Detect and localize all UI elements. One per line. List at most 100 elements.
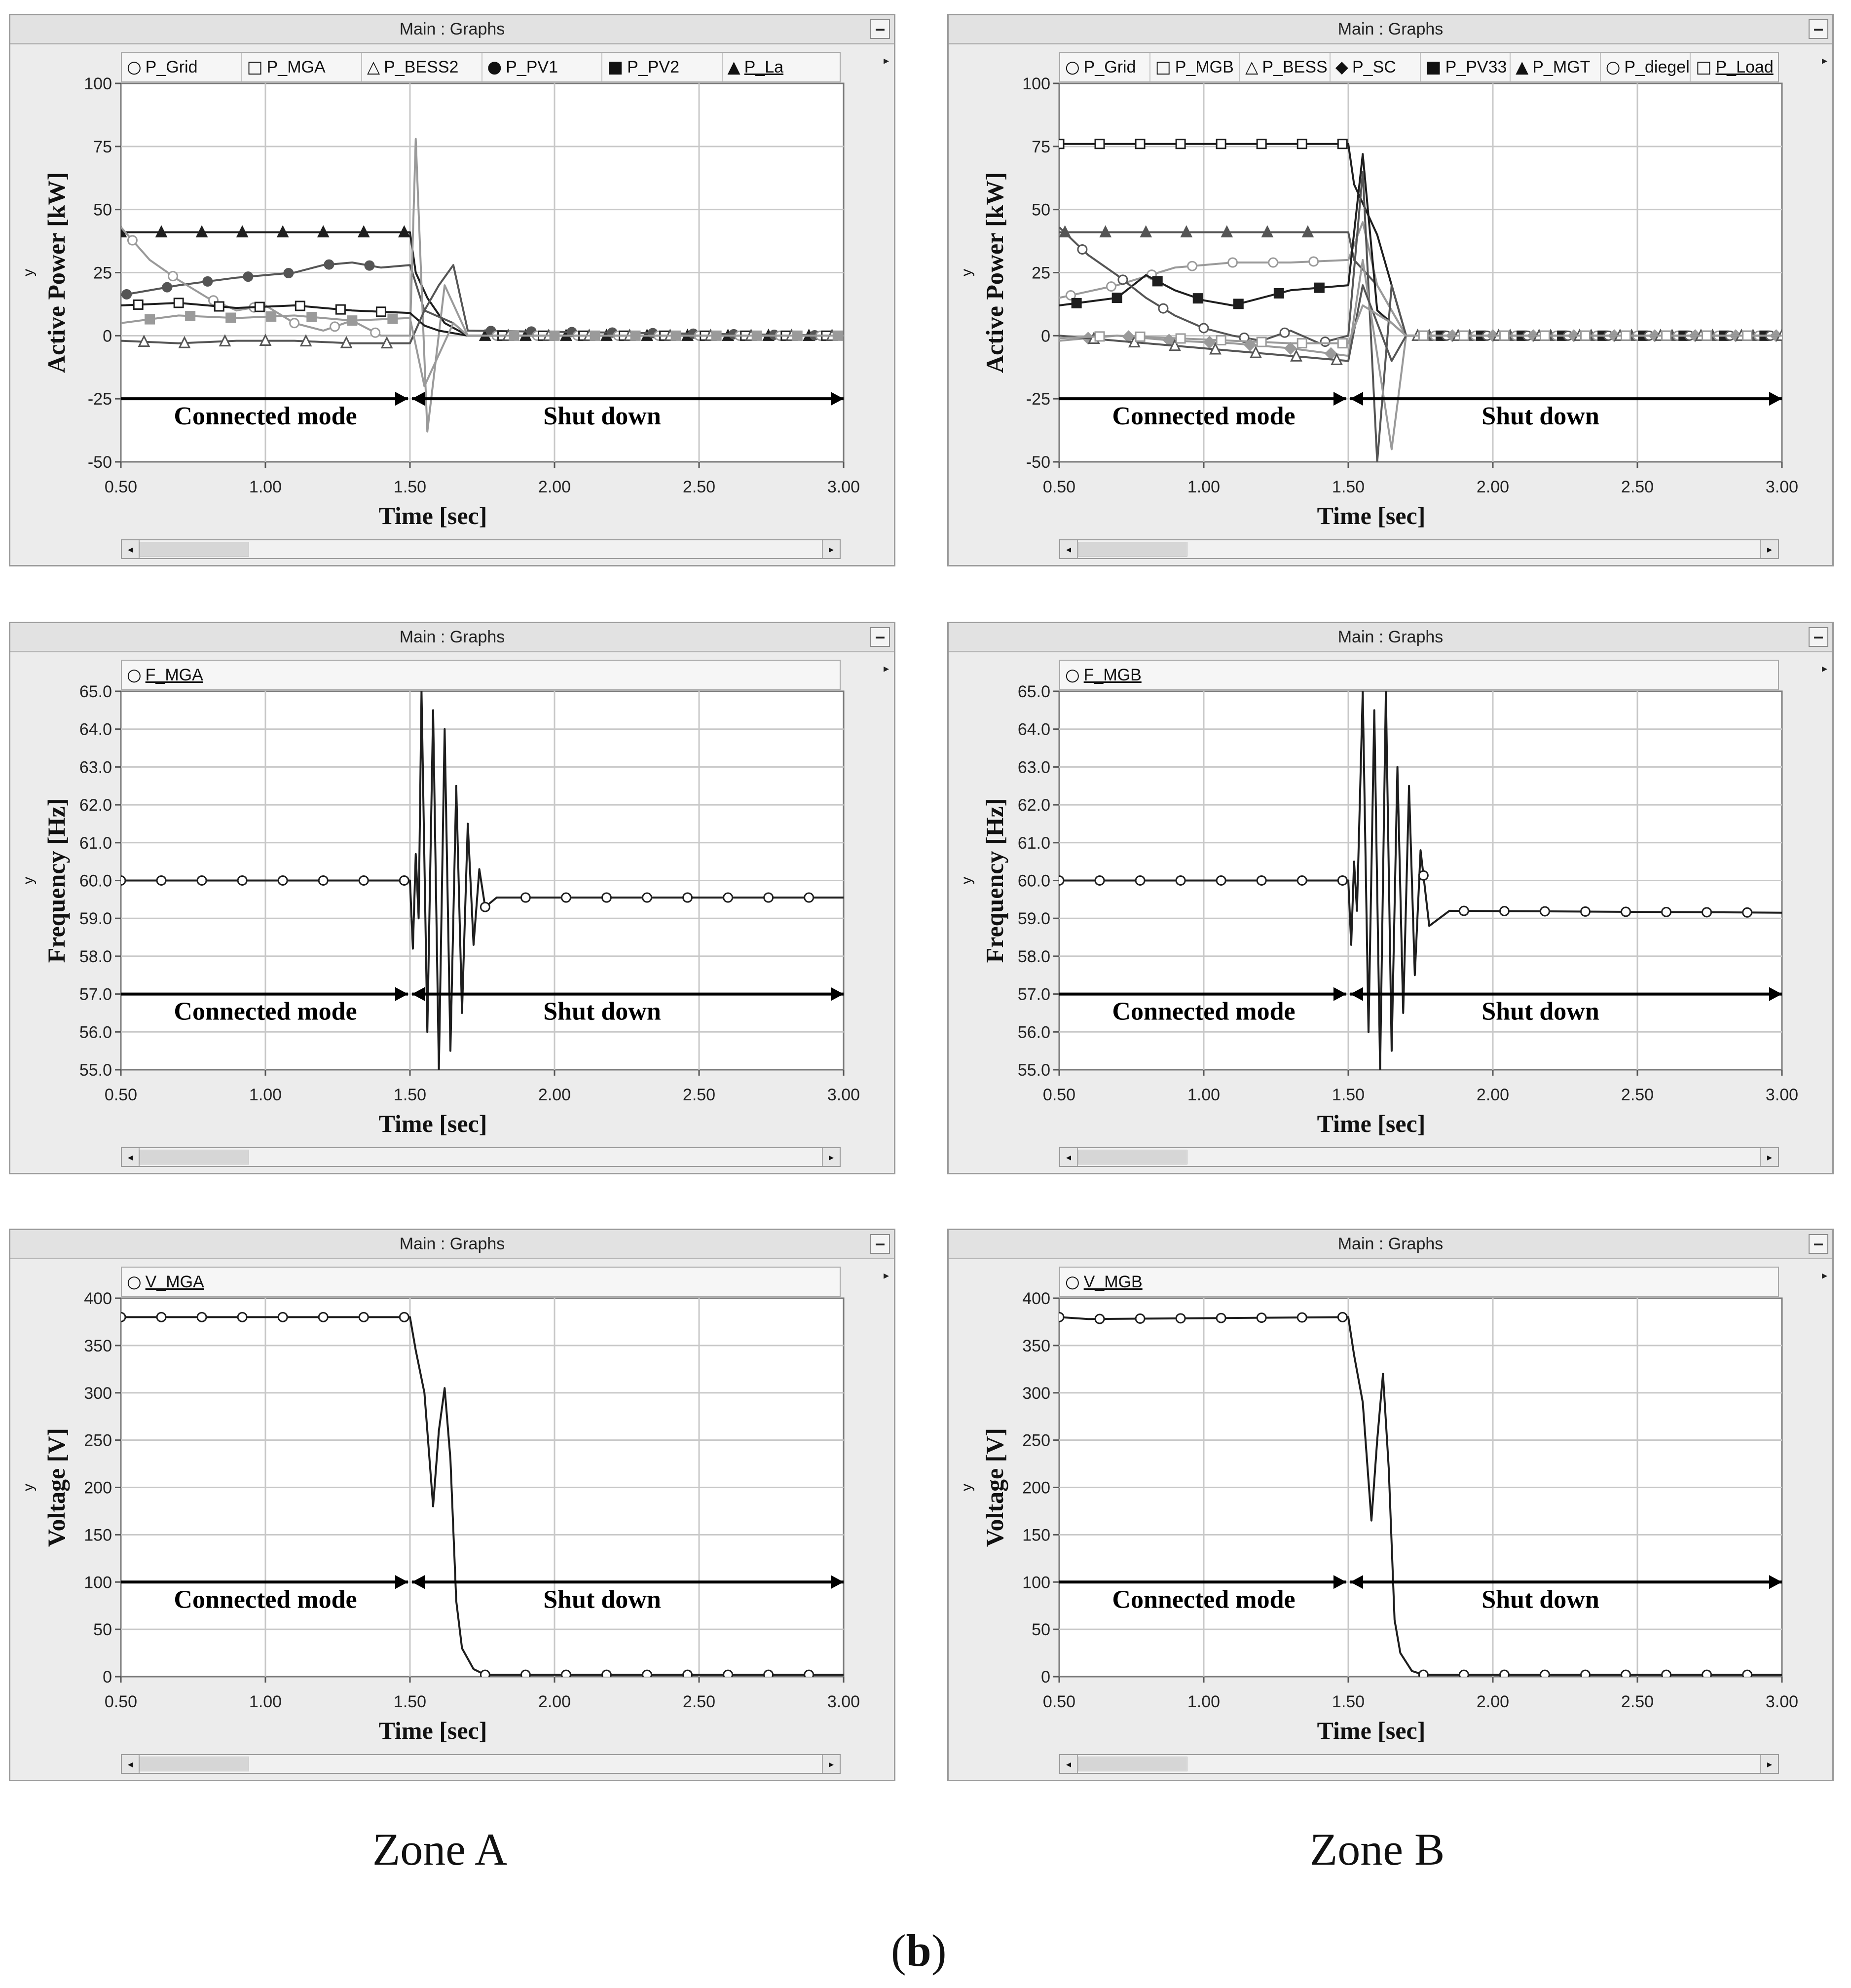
- minimize-button[interactable]: –: [1809, 627, 1828, 647]
- y-tick-label: 58.0: [79, 947, 112, 966]
- data-point-marker: [289, 318, 300, 329]
- y-tick-label: 50: [1032, 1620, 1050, 1639]
- series-line-p-pv33: [1059, 153, 1782, 337]
- y-tick-label: 350: [84, 1337, 112, 1355]
- scroll-right-button[interactable]: ▸: [1760, 1148, 1778, 1166]
- data-point-marker: [630, 330, 641, 341]
- minimize-button[interactable]: –: [1809, 19, 1828, 39]
- diamond-filled-marker-icon: ◆: [1335, 57, 1349, 77]
- horizontal-scrollbar[interactable]: ◂ ▸: [121, 539, 841, 559]
- annotation-connected-mode: Connected mode: [1112, 998, 1295, 1026]
- horizontal-scrollbar[interactable]: ◂ ▸: [1059, 1147, 1779, 1167]
- y-tick-label: 65.0: [1018, 682, 1050, 701]
- legend-item-p-pv1[interactable]: ● P_PV1: [482, 53, 602, 81]
- scrollbar-thumb[interactable]: [1078, 1757, 1187, 1771]
- data-point-marker: [1337, 139, 1348, 150]
- minimize-button[interactable]: –: [870, 1234, 890, 1254]
- horizontal-scrollbar[interactable]: ◂ ▸: [1059, 1754, 1779, 1774]
- data-point-marker: [358, 875, 369, 886]
- data-point-marker: [1140, 225, 1152, 238]
- scroll-right-button[interactable]: ▸: [822, 1755, 840, 1773]
- legend-item-p-bess2[interactable]: △ P_BESS2: [362, 53, 482, 81]
- data-point-marker: [1702, 1669, 1712, 1677]
- data-point-marker: [398, 225, 410, 238]
- data-point-marker: [1168, 338, 1181, 351]
- data-point-marker: [1175, 1313, 1186, 1324]
- scroll-right-button[interactable]: ▸: [1760, 1755, 1778, 1773]
- legend-item-v-mga[interactable]: ○ V_MGA: [122, 1268, 242, 1296]
- horizontal-scrollbar[interactable]: ◂ ▸: [121, 1754, 841, 1774]
- graph-window-zoneA-power: Main : Graphs – ▸ ○ P_Grid □ P_MGA △ P_BESS2 ● P_P…: [9, 14, 895, 566]
- data-point-marker: [1111, 293, 1122, 303]
- y-tick-label: 61.0: [1018, 834, 1050, 853]
- scroll-left-button[interactable]: ◂: [1060, 540, 1078, 558]
- minimize-button[interactable]: –: [870, 19, 890, 39]
- arrowhead-icon: [1333, 392, 1346, 406]
- scroll-left-button[interactable]: ◂: [122, 1755, 140, 1773]
- y-tick-label: 75: [1032, 138, 1050, 156]
- triangle-filled-marker-icon: ▲: [1516, 57, 1529, 77]
- legend-item-v-mgb[interactable]: ○ V_MGB: [1060, 1268, 1181, 1296]
- legend-item-p-sc[interactable]: ◆ P_SC: [1331, 53, 1421, 81]
- y-tick-label: 400: [84, 1289, 112, 1308]
- expand-arrow-icon[interactable]: ▸: [1821, 55, 1827, 67]
- scroll-right-button[interactable]: ▸: [822, 1148, 840, 1166]
- expand-arrow-icon[interactable]: ▸: [883, 663, 889, 675]
- minimize-button[interactable]: –: [870, 627, 890, 647]
- legend-item-p-grid[interactable]: ○ P_Grid: [1060, 53, 1150, 81]
- scroll-left-button[interactable]: ◂: [1060, 1755, 1078, 1773]
- scrollbar-thumb[interactable]: [1078, 1150, 1187, 1164]
- scroll-left-button[interactable]: ◂: [122, 540, 140, 558]
- legend-bar: ○ F_MGA: [121, 660, 841, 690]
- arrowhead-icon: [412, 392, 425, 406]
- legend-item-f-mgb[interactable]: ○ F_MGB: [1060, 661, 1181, 689]
- data-point-marker: [1256, 1313, 1267, 1323]
- triangle-filled-marker-icon: ▲: [727, 57, 740, 77]
- data-point-marker: [214, 301, 224, 312]
- minimize-button[interactable]: –: [1809, 1234, 1828, 1254]
- data-point-marker: [202, 276, 213, 287]
- data-point-marker: [399, 1312, 409, 1322]
- legend-item-p-grid[interactable]: ○ P_Grid: [122, 53, 242, 81]
- window-titlebar[interactable]: Main : Graphs: [949, 623, 1832, 652]
- legend-item-p-load[interactable]: □ P_Load: [1691, 53, 1781, 81]
- expand-arrow-icon[interactable]: ▸: [883, 55, 889, 67]
- legend-item-p-mgt[interactable]: ▲ P_MGT: [1511, 53, 1601, 81]
- data-point-marker: [560, 1669, 571, 1677]
- x-axis-title: Time [sec]: [379, 1110, 487, 1137]
- data-point-marker: [1418, 1669, 1429, 1677]
- data-point-marker: [1268, 257, 1279, 268]
- scroll-left-button[interactable]: ◂: [1060, 1148, 1078, 1166]
- scroll-left-button[interactable]: ◂: [122, 1148, 140, 1166]
- legend-item-p-bess[interactable]: △ P_BESS: [1240, 53, 1331, 81]
- legend-item-p-pv33[interactable]: ■ P_PV33: [1421, 53, 1511, 81]
- scroll-right-button[interactable]: ▸: [1760, 540, 1778, 558]
- window-titlebar[interactable]: Main : Graphs: [10, 623, 894, 652]
- window-titlebar[interactable]: Main : Graphs: [10, 15, 894, 44]
- expand-arrow-icon[interactable]: ▸: [883, 1270, 889, 1282]
- data-point-marker: [1337, 1312, 1348, 1322]
- legend-item-p-diegel[interactable]: ○ P_diegel: [1601, 53, 1691, 81]
- y-tick-label: 100: [1022, 75, 1050, 93]
- legend-item-f-mga[interactable]: ○ F_MGA: [122, 661, 242, 689]
- data-point-marker: [236, 225, 249, 238]
- legend-item-p-la[interactable]: ▲ P_La: [723, 53, 843, 81]
- scrollbar-thumb[interactable]: [140, 1757, 249, 1771]
- scroll-right-button[interactable]: ▸: [822, 540, 840, 558]
- y-tick-label: 65.0: [79, 682, 112, 701]
- horizontal-scrollbar[interactable]: ◂ ▸: [1059, 539, 1779, 559]
- data-point-marker: [1499, 1669, 1510, 1677]
- legend-item-p-pv2[interactable]: ■ P_PV2: [602, 53, 723, 81]
- expand-arrow-icon[interactable]: ▸: [1821, 1270, 1827, 1282]
- window-titlebar[interactable]: Main : Graphs: [949, 1230, 1832, 1259]
- legend-label: P_La: [744, 58, 784, 76]
- legend-item-p-mga[interactable]: □ P_MGA: [242, 53, 362, 81]
- legend-item-p-mgb[interactable]: □ P_MGB: [1150, 53, 1241, 81]
- expand-arrow-icon[interactable]: ▸: [1821, 663, 1827, 675]
- scrollbar-thumb[interactable]: [140, 542, 249, 557]
- window-titlebar[interactable]: Main : Graphs: [10, 1230, 894, 1259]
- horizontal-scrollbar[interactable]: ◂ ▸: [121, 1147, 841, 1167]
- scrollbar-thumb[interactable]: [1078, 542, 1187, 557]
- scrollbar-thumb[interactable]: [140, 1150, 249, 1164]
- window-titlebar[interactable]: Main : Graphs: [949, 15, 1832, 44]
